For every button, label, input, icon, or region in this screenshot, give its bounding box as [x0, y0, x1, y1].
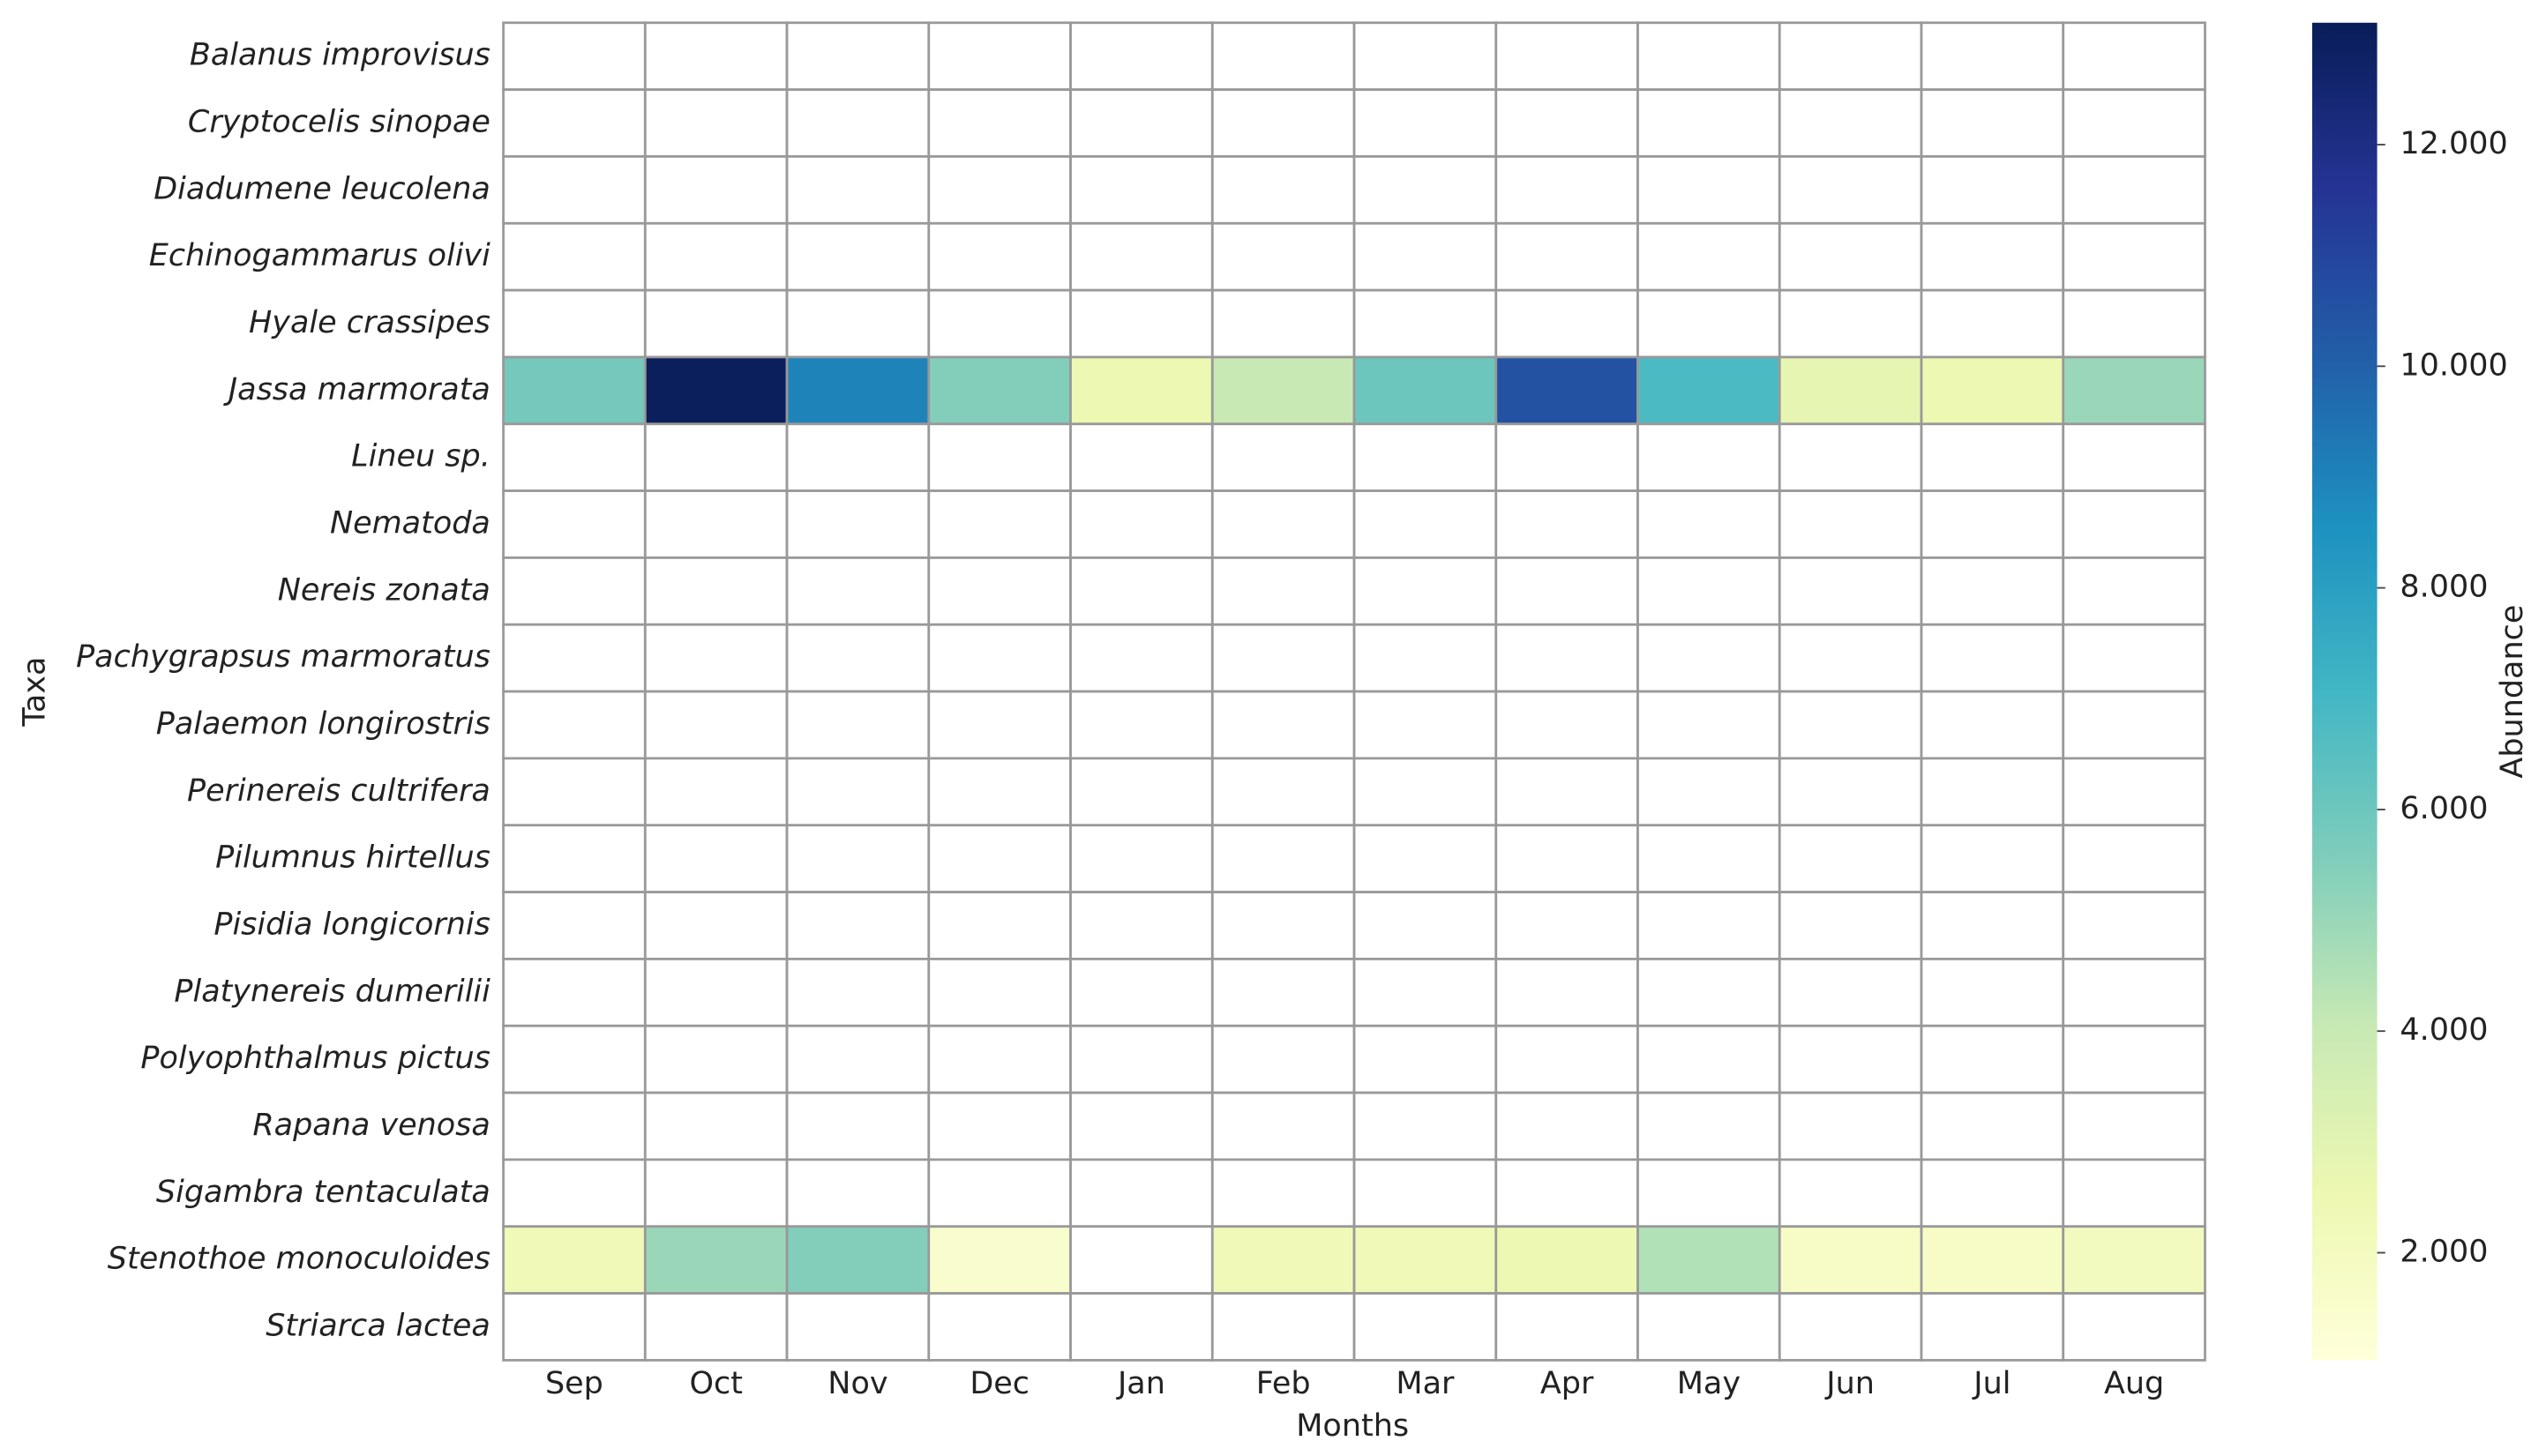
- colorbar-tick-label: 8.000: [2400, 570, 2488, 605]
- heatmap-cell: [502, 1225, 647, 1295]
- y-tick-label: Cryptocelis sinopae: [188, 105, 490, 140]
- y-tick-label: Nereis zonata: [278, 572, 490, 608]
- y-tick-label: Balanus improvisus: [190, 38, 490, 73]
- heatmap-cell: [1920, 355, 2065, 426]
- heatmap-cell: [502, 355, 647, 426]
- heatmap-cell: [1352, 1225, 1498, 1295]
- heatmap-cell: [1636, 1225, 1781, 1295]
- x-tick-label: Nov: [827, 1366, 887, 1401]
- heatmap-cell: [1210, 1225, 1356, 1295]
- heatmap-cell: [1494, 1225, 1639, 1295]
- heatmap-cell: [643, 355, 789, 426]
- y-tick-label: Pisidia longicornis: [213, 907, 490, 942]
- y-tick-label: Pachygrapsus marmoratus: [76, 639, 490, 675]
- y-tick-label: Lineu sp.: [351, 439, 490, 474]
- heatmap-cell: [2062, 1225, 2206, 1295]
- x-tick-label: Jul: [1972, 1366, 2011, 1401]
- y-tick-label: Echinogammarus olivi: [149, 238, 490, 273]
- y-tick-label: Perinereis cultrifera: [187, 773, 490, 809]
- colorbar-label: Abundance: [2495, 605, 2530, 779]
- heatmap-cell: [1210, 355, 1356, 426]
- heatmap-cell: [1778, 1225, 1923, 1295]
- heatmap-cell: [2062, 355, 2206, 426]
- heatmap-cell: [785, 355, 931, 426]
- y-tick-label: Sigambra tentaculata: [156, 1175, 490, 1210]
- heatmap-cell: [1778, 355, 1923, 426]
- y-tick-label: Rapana venosa: [252, 1108, 490, 1143]
- x-tick-label: Oct: [689, 1366, 742, 1401]
- heatmap-cell: [1069, 355, 1214, 426]
- colorbar-tick-label: 4.000: [2400, 1012, 2488, 1048]
- y-axis-label: Taxa: [17, 657, 52, 728]
- heatmap-cell: [1352, 355, 1498, 426]
- x-tick-label: Sep: [545, 1366, 603, 1401]
- x-tick-label: Jun: [1824, 1366, 1875, 1401]
- x-tick-label: Jan: [1116, 1366, 1165, 1401]
- heatmap-cell: [1920, 1225, 2065, 1295]
- y-tick-label: Platynereis dumerilii: [174, 974, 490, 1009]
- heatmap-cell: [927, 355, 1072, 426]
- y-tick-label: Stenothoe monoculoides: [108, 1242, 490, 1277]
- heatmap-cell: [785, 1225, 931, 1295]
- x-tick-label: Dec: [970, 1366, 1030, 1401]
- y-tick-label: Nematoda: [330, 506, 490, 541]
- heatmap-cell: [927, 1225, 1072, 1295]
- y-tick-label: Diadumene leucolena: [154, 171, 490, 206]
- x-tick-label: Mar: [1396, 1366, 1455, 1401]
- x-tick-label: Apr: [1540, 1366, 1594, 1401]
- y-tick-label: Striarca lactea: [266, 1308, 490, 1343]
- x-tick-label: Aug: [2104, 1366, 2164, 1401]
- x-tick-label: May: [1677, 1366, 1741, 1401]
- x-tick-label: Feb: [1256, 1366, 1311, 1401]
- y-tick-label: Polyophthalmus pictus: [140, 1041, 490, 1076]
- y-tick-label: Palaemon longirostris: [156, 706, 490, 742]
- y-tick-label: Jassa marmorata: [223, 372, 490, 407]
- y-tick-label: Hyale crassipes: [249, 305, 490, 340]
- colorbar-tick-label: 6.000: [2400, 791, 2488, 826]
- x-axis-label: Months: [1296, 1408, 1409, 1444]
- colorbar-tick-label: 2.000: [2400, 1235, 2488, 1270]
- colorbar-tick-label: 10.000: [2400, 347, 2507, 383]
- heatmap-cell: [643, 1225, 789, 1295]
- colorbar-tick-label: 12.000: [2400, 126, 2507, 161]
- heatmap-cell: [1494, 355, 1639, 426]
- heatmap-cell: [1636, 355, 1781, 426]
- y-tick-label: Pilumnus hirtellus: [215, 840, 490, 876]
- colorbar: [2311, 22, 2378, 1361]
